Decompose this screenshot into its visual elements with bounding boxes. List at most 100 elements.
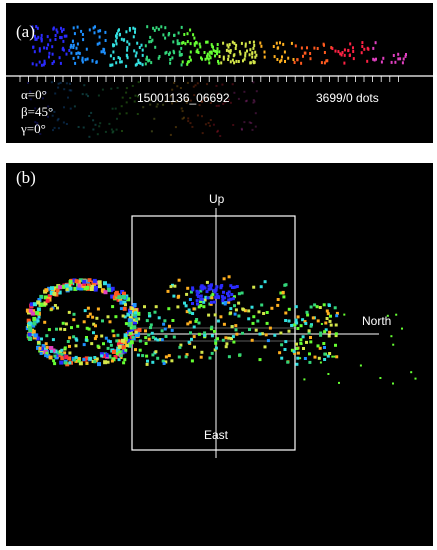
timeline-dot <box>227 58 230 61</box>
timeline-dot <box>82 38 85 42</box>
cloud-dot <box>45 351 49 355</box>
cloud-dot <box>72 318 76 322</box>
cloud-dot <box>141 354 145 358</box>
cloud-dot <box>153 310 157 314</box>
timeline-noise-dot <box>181 117 184 120</box>
cloud-dot <box>65 287 70 292</box>
timeline-dot <box>178 50 181 54</box>
cloud-dot <box>227 336 231 340</box>
cloud-dot <box>256 319 260 323</box>
cloud-dot <box>144 329 147 333</box>
cloud-dot <box>199 294 203 298</box>
timeline-noise-dot <box>228 98 230 101</box>
cloud-dot <box>138 348 142 352</box>
timeline-dot <box>206 56 209 60</box>
timeline-dot <box>74 61 77 65</box>
timeline-noise-dot <box>196 114 199 117</box>
timeline-noise-dot <box>169 95 172 98</box>
cloud-dot <box>207 313 211 317</box>
timeline-dot <box>180 25 183 29</box>
timeline-dot <box>309 52 312 55</box>
cloud-dot <box>111 357 116 362</box>
timeline-noise-dot <box>112 130 115 133</box>
timeline-dot <box>32 29 35 33</box>
cloud-dot <box>157 316 161 320</box>
cloud-dot <box>126 338 131 343</box>
cloud-dot <box>199 297 203 301</box>
timeline-noise-dot <box>187 117 190 120</box>
cloud-dot <box>266 339 270 343</box>
cloud-dot <box>192 307 196 311</box>
timeline-noise-dot <box>201 100 203 103</box>
timeline-dot <box>147 59 150 63</box>
cloud-dot <box>122 300 127 305</box>
timeline-dot <box>136 41 139 45</box>
timeline-dot <box>162 33 165 37</box>
cloud-dot <box>237 292 241 296</box>
cloud-dot <box>278 351 282 355</box>
cloud-dot <box>28 328 33 332</box>
timeline-dot <box>220 61 223 65</box>
cloud-dot <box>333 306 337 310</box>
cloud-dot <box>284 319 288 322</box>
outlier-dot <box>331 355 334 358</box>
cloud-dot <box>319 333 323 337</box>
timeline-dot <box>126 48 129 52</box>
outlier-dot <box>319 361 322 364</box>
timeline-dot <box>309 57 312 61</box>
cloud-dot <box>323 346 326 349</box>
cloud-dot <box>209 284 213 288</box>
timeline-noise-dot <box>50 81 53 84</box>
timeline-dot <box>217 61 220 65</box>
cloud-dot <box>154 350 158 354</box>
timeline-dot <box>140 43 143 47</box>
cloud-dot <box>134 348 137 352</box>
timeline-dot <box>58 56 61 60</box>
timeline-noise-dot <box>57 117 60 120</box>
cloud-dot <box>85 361 89 365</box>
timeline-dot <box>138 46 141 49</box>
timeline-dot <box>31 62 34 66</box>
timeline-dot <box>380 60 383 64</box>
cloud-dot <box>56 306 59 310</box>
cloud-dot <box>92 322 96 326</box>
cloud-dot <box>265 321 269 325</box>
timeline-dot <box>115 36 118 40</box>
timeline-dot <box>216 43 219 46</box>
cloud-dot <box>127 318 132 323</box>
timeline-dot <box>169 61 172 65</box>
cloud-dot <box>242 308 246 312</box>
timeline-dot <box>62 48 65 52</box>
outlier-dot <box>410 371 413 374</box>
cloud-dot <box>64 355 69 360</box>
timeline-noise-dot <box>82 126 85 129</box>
timeline-dot <box>240 41 243 45</box>
cloud-dot <box>282 295 286 299</box>
cloud-dot <box>186 286 190 290</box>
cloud-dot <box>215 293 219 296</box>
cloud-dot <box>147 333 151 337</box>
cloud-dot <box>128 316 133 321</box>
timeline-dot <box>81 58 84 62</box>
timeline-noise-dot <box>118 112 121 115</box>
timeline-noise-dot <box>232 124 235 126</box>
cloud-dot <box>39 302 44 307</box>
timeline-noise-dot <box>196 82 199 85</box>
cloud-dot <box>134 330 138 334</box>
cloud-dot <box>295 362 299 366</box>
cloud-dot <box>117 358 121 362</box>
timeline-noise-dot <box>217 92 220 95</box>
timeline-noise-dot <box>142 106 145 109</box>
timeline-noise-dot <box>204 123 207 126</box>
timeline-dot <box>352 46 354 50</box>
timeline-noise-dot <box>180 107 183 110</box>
timeline-dot <box>341 51 344 54</box>
cloud-dot <box>197 305 201 309</box>
cloud-dot <box>110 359 114 363</box>
timeline-dot <box>189 50 192 54</box>
cloud-dot <box>116 333 120 337</box>
cloud-dot <box>219 315 223 319</box>
cloud-dot <box>96 307 100 311</box>
cloud-dot <box>214 346 218 350</box>
timeline-dot <box>134 54 137 58</box>
